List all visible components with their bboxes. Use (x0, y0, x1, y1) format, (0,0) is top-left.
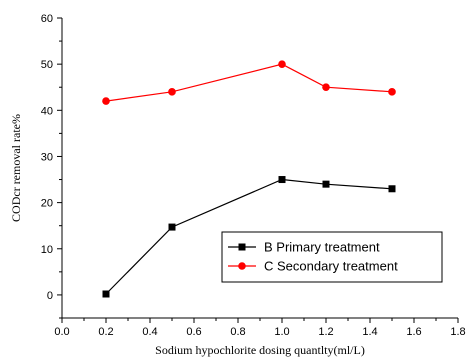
x-tick-label: 0.0 (54, 326, 69, 338)
x-axis-title: Sodium hypochlorite dosing quantlty(ml/L… (155, 343, 365, 357)
data-point (102, 290, 110, 298)
y-tick-label: 50 (41, 59, 53, 71)
data-point (388, 185, 396, 193)
data-point (168, 223, 176, 231)
x-tick-label: 0.8 (230, 326, 245, 338)
y-tick-label: 60 (41, 13, 53, 25)
legend-box (221, 231, 443, 283)
legend-label: B Primary treatment (264, 240, 380, 255)
legend: B Primary treatment C Secondary treatment (221, 231, 443, 283)
legend-label: C Secondary treatment (264, 259, 398, 274)
data-point (102, 97, 110, 105)
x-tick-label: 1.0 (274, 326, 289, 338)
legend-marker (238, 243, 246, 251)
series-layer (102, 60, 396, 298)
x-tick-label: 1.8 (450, 326, 465, 338)
x-tick-label: 0.2 (98, 326, 113, 338)
y-tick-label: 40 (41, 105, 53, 117)
x-tick-label: 0.4 (142, 326, 157, 338)
legend-entry: B Primary treatment (228, 240, 380, 255)
legend-entries: B Primary treatment C Secondary treatment (228, 240, 398, 274)
ticks: 0.0 0.2 0.4 0.6 0.8 1.0 1.2 1.4 1.6 1.8 0 10 20 30 40 5… (41, 13, 466, 338)
data-point (322, 180, 330, 188)
series-line (105, 63, 393, 102)
x-tick-label: 1.6 (406, 326, 421, 338)
data-point (168, 88, 176, 96)
legend-marker (238, 262, 246, 270)
y-tick-label: 20 (41, 198, 53, 210)
x-tick-label: 0.6 (186, 326, 201, 338)
x-tick-label: 1.4 (362, 326, 377, 338)
legend-entry: C Secondary treatment (228, 259, 398, 274)
y-tick-label: 10 (41, 244, 53, 256)
data-point (322, 83, 330, 92)
data-point (278, 176, 286, 184)
y-axis-title: CODcr removal rate% (9, 114, 23, 222)
series-2 (102, 60, 396, 105)
y-tick-label: 0 (47, 290, 53, 302)
data-point (388, 88, 396, 96)
x-tick-label: 1.2 (318, 326, 333, 338)
y-tick-label: 30 (41, 151, 53, 163)
series-1 (102, 176, 396, 298)
data-point (278, 60, 286, 68)
